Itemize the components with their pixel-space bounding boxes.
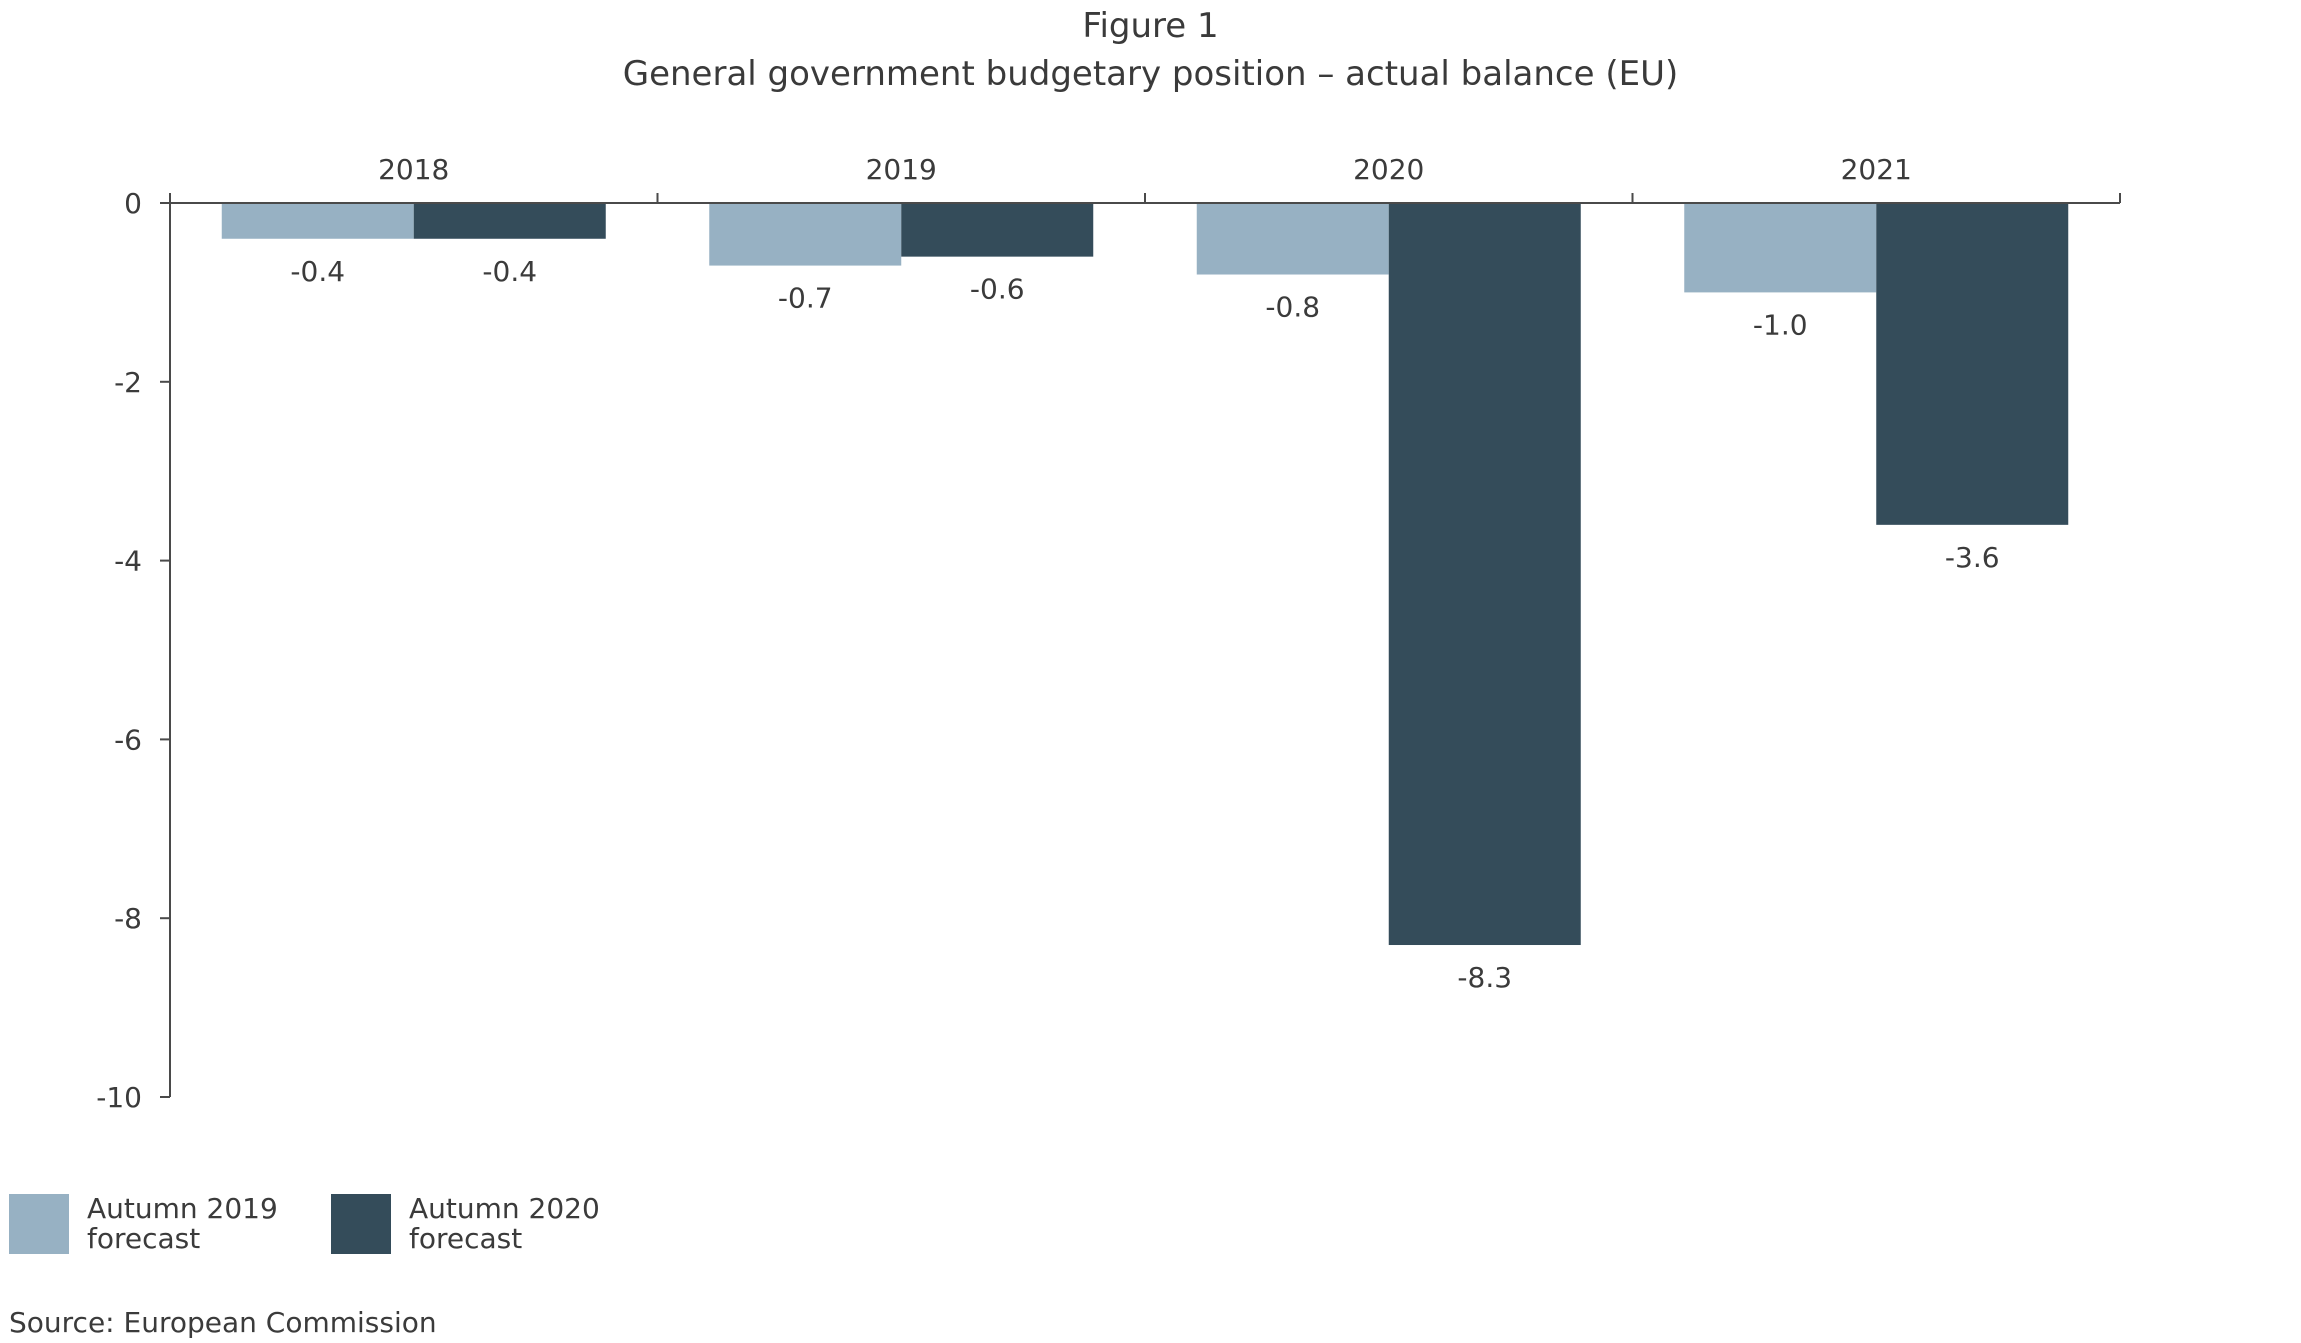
bar-2019-series-1 (709, 203, 902, 266)
bar-2018-series-2 (413, 203, 606, 239)
data-label-2021-series-1: -1.0 (1753, 308, 1808, 341)
data-label-2020-series-2: -8.3 (1457, 961, 1512, 994)
x-tick-label-2021: 2021 (1841, 153, 1912, 186)
data-label-2019-series-1: -0.7 (778, 282, 833, 315)
legend-label-autumn-2020: Autumn 2020 forecast (409, 1192, 600, 1255)
x-tick-label-2019: 2019 (866, 153, 937, 186)
y-tick-label: -10 (96, 1081, 142, 1114)
data-label-2018-series-2: -0.4 (482, 255, 537, 288)
bar-2019-series-2 (901, 203, 1094, 257)
data-label-2019-series-2: -0.6 (970, 273, 1025, 306)
y-tick-label: -2 (114, 366, 142, 399)
data-label-2021-series-2: -3.6 (1945, 541, 2000, 574)
bar-2018-series-1 (221, 203, 414, 239)
figure-label: Figure 1 (1082, 6, 1219, 46)
bar-2020-series-2 (1388, 203, 1581, 946)
bar-2021-series-1 (1684, 203, 1877, 293)
x-tick-label-2018: 2018 (378, 153, 449, 186)
data-label-2020-series-1: -0.8 (1265, 291, 1320, 324)
y-tick-label: -8 (114, 902, 142, 935)
x-tick-label-2020: 2020 (1353, 153, 1424, 186)
legend-swatch-autumn-2019 (9, 1194, 69, 1254)
y-tick-label: -6 (114, 723, 142, 756)
y-tick-label: -4 (114, 545, 142, 578)
source-note: Source: European Commission (9, 1306, 437, 1339)
bar-2020-series-1 (1196, 203, 1389, 275)
data-label-2018-series-1: -0.4 (290, 255, 345, 288)
legend-swatch-autumn-2020 (331, 1194, 391, 1254)
bar-2021-series-2 (1876, 203, 2069, 525)
y-tick-label: 0 (124, 187, 142, 220)
legend-label-autumn-2019: Autumn 2019 forecast (87, 1192, 278, 1255)
chart-title: General government budgetary position – … (622, 54, 1679, 94)
